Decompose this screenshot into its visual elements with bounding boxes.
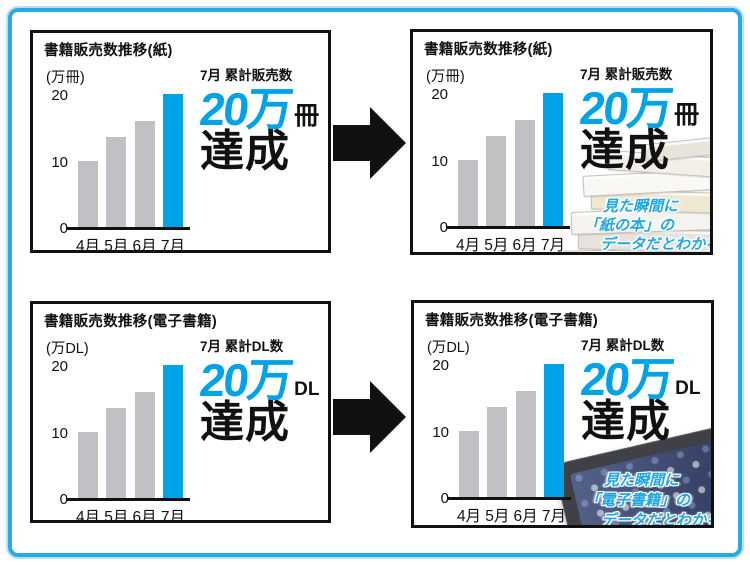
- bar-6月: [514, 119, 535, 226]
- bar-4月: [78, 431, 98, 498]
- bar-chart: 4月 5月 6月 7月 0 10 20: [431, 86, 570, 252]
- kpi-block: 7月 累計DL数 20万 DL 達成: [578, 334, 701, 446]
- bar-5月: [106, 137, 127, 227]
- y-axis-unit-label: (万冊): [46, 70, 85, 86]
- kpi-value: 20万: [197, 354, 294, 406]
- x-axis-tick-label: 7月: [160, 509, 185, 523]
- right-arrow-icon: [333, 107, 406, 179]
- arrow-head: [370, 107, 406, 179]
- x-axis-tick-label: 4月: [456, 508, 482, 525]
- caption-line: データだとわかる!: [601, 512, 714, 528]
- panel-title: 書籍販売数推移(紙): [44, 43, 173, 59]
- y-axis-tick-label: 0: [439, 219, 448, 236]
- x-axis-tick-label: 6月: [132, 238, 157, 253]
- bar-6月: [134, 391, 155, 498]
- kpi-unit: 冊: [294, 102, 320, 130]
- x-axis-tick-label: 6月: [513, 508, 538, 525]
- y-axis-tick-label: 20: [432, 357, 449, 374]
- y-axis-unit-label: (万DL): [427, 340, 470, 356]
- x-axis-tick-label: 5月: [104, 238, 129, 253]
- y-axis-tick-label: 20: [51, 358, 68, 375]
- kpi-achieved-text: 達成: [200, 398, 290, 447]
- y-axis-unit-label: (万冊): [426, 69, 465, 85]
- bar-5月: [106, 408, 127, 498]
- bar-4月: [78, 160, 98, 227]
- panel-paper-after: 書籍販売数推移(紙) (万冊) 4月 5月 6月 7月 0 10 20 7月 累計販売数 2…: [410, 29, 713, 255]
- bar-chart: 4月 5月 6月 7月 0 10 20: [51, 358, 190, 520]
- kpi-value-line: 20万 冊: [197, 83, 320, 135]
- y-axis-tick-label: 0: [59, 220, 68, 237]
- kpi-achieved-text: 達成: [581, 397, 671, 446]
- kpi-value: 20万: [578, 353, 675, 405]
- x-axis-tick-label: 4月: [75, 509, 101, 523]
- arrow-body: [333, 125, 371, 161]
- kpi-block: 7月 累計販売数 20万 冊 達成: [197, 64, 320, 176]
- kpi-achieved-text: 達成: [200, 127, 290, 176]
- kpi-label: 7月 累計DL数: [581, 338, 665, 353]
- kpi-value-line: 20万 DL: [578, 353, 701, 405]
- y-axis-tick-label: 20: [51, 87, 68, 104]
- x-axis-tick-label: 4月: [455, 237, 481, 254]
- kpi-label: 7月 累計販売数: [200, 68, 293, 83]
- caption-line: 「電子書籍」の: [585, 492, 691, 509]
- x-axis-tick-label: 5月: [104, 509, 129, 523]
- bar-6月: [134, 120, 155, 227]
- bar-5月: [486, 136, 507, 226]
- bar-7月: [162, 94, 183, 227]
- x-axis-tick-label: 7月: [540, 237, 565, 254]
- x-axis-tick-label: 6月: [512, 237, 537, 254]
- x-axis-tick-label: 7月: [160, 238, 185, 253]
- bar-7月: [162, 365, 183, 498]
- y-axis-tick-label: 10: [431, 152, 448, 170]
- bar-5月: [487, 407, 508, 497]
- y-axis-tick-label: 10: [432, 423, 449, 441]
- kpi-value-line: 20万 冊: [577, 82, 700, 134]
- x-axis-tick-label: 7月: [541, 508, 566, 525]
- panel-title: 書籍販売数推移(紙): [424, 42, 553, 58]
- y-axis-tick-label: 0: [440, 490, 449, 507]
- kpi-block: 7月 累計DL数 20万 DL 達成: [197, 335, 320, 447]
- kpi-label: 7月 累計DL数: [200, 339, 284, 354]
- arrow-head: [370, 381, 406, 453]
- annotation-caption: 見た瞬間に 「紙の本」の データだとわかる!: [563, 197, 713, 253]
- x-axis-tick-label: 5月: [484, 237, 509, 254]
- kpi-value-line: 20万 DL: [197, 354, 320, 406]
- x-axis-tick-label: 4月: [75, 238, 101, 253]
- panel-ebook-after: 書籍販売数推移(電子書籍) (万DL) 4月 5月 6月 7月 0 10 20 7月 累計D…: [411, 300, 714, 528]
- right-arrow-icon: [333, 381, 406, 453]
- bar-4月: [459, 430, 479, 497]
- caption-line: データだとわかる!: [600, 236, 713, 253]
- kpi-value: 20万: [197, 83, 294, 135]
- kpi-unit: 冊: [674, 101, 700, 129]
- panel-paper-before: 書籍販売数推移(紙) (万冊) 4月 5月 6月 7月 0 10 20 7月 累計販売数 2…: [30, 30, 331, 253]
- y-axis-tick-label: 10: [51, 424, 68, 442]
- caption-line: 見た瞬間に: [603, 198, 679, 215]
- caption-line: 見た瞬間に: [604, 472, 680, 489]
- arrow-body: [333, 399, 371, 435]
- y-axis-tick-label: 20: [431, 86, 448, 103]
- kpi-achieved-text: 達成: [580, 126, 670, 175]
- y-axis-tick-label: 0: [59, 491, 68, 508]
- kpi-label: 7月 累計販売数: [580, 67, 673, 82]
- panel-title: 書籍販売数推移(電子書籍): [425, 313, 599, 329]
- kpi-unit: DL: [675, 378, 701, 399]
- bar-4月: [458, 159, 478, 226]
- panel-ebook-before: 書籍販売数推移(電子書籍) (万DL) 4月 5月 6月 7月 0 10 20 7月 累計D…: [30, 301, 331, 523]
- kpi-block: 7月 累計販売数 20万 冊 達成: [577, 63, 700, 175]
- bar-6月: [515, 390, 536, 497]
- y-axis-unit-label: (万DL): [46, 341, 89, 357]
- bar-7月: [543, 364, 564, 497]
- annotation-caption: 見た瞬間に 「電子書籍」の データだとわかる!: [564, 471, 714, 528]
- x-axis-tick-label: 6月: [132, 509, 157, 523]
- kpi-value: 20万: [577, 82, 674, 134]
- x-axis-tick-label: 5月: [485, 508, 510, 525]
- panel-title: 書籍販売数推移(電子書籍): [44, 314, 218, 330]
- bar-chart: 4月 5月 6月 7月 0 10 20: [432, 357, 571, 525]
- kpi-unit: DL: [294, 379, 320, 400]
- caption-line: 「紙の本」の: [584, 217, 675, 234]
- y-axis-tick-label: 10: [51, 153, 68, 171]
- bar-7月: [542, 93, 563, 226]
- bar-chart: 4月 5月 6月 7月 0 10 20: [51, 87, 190, 250]
